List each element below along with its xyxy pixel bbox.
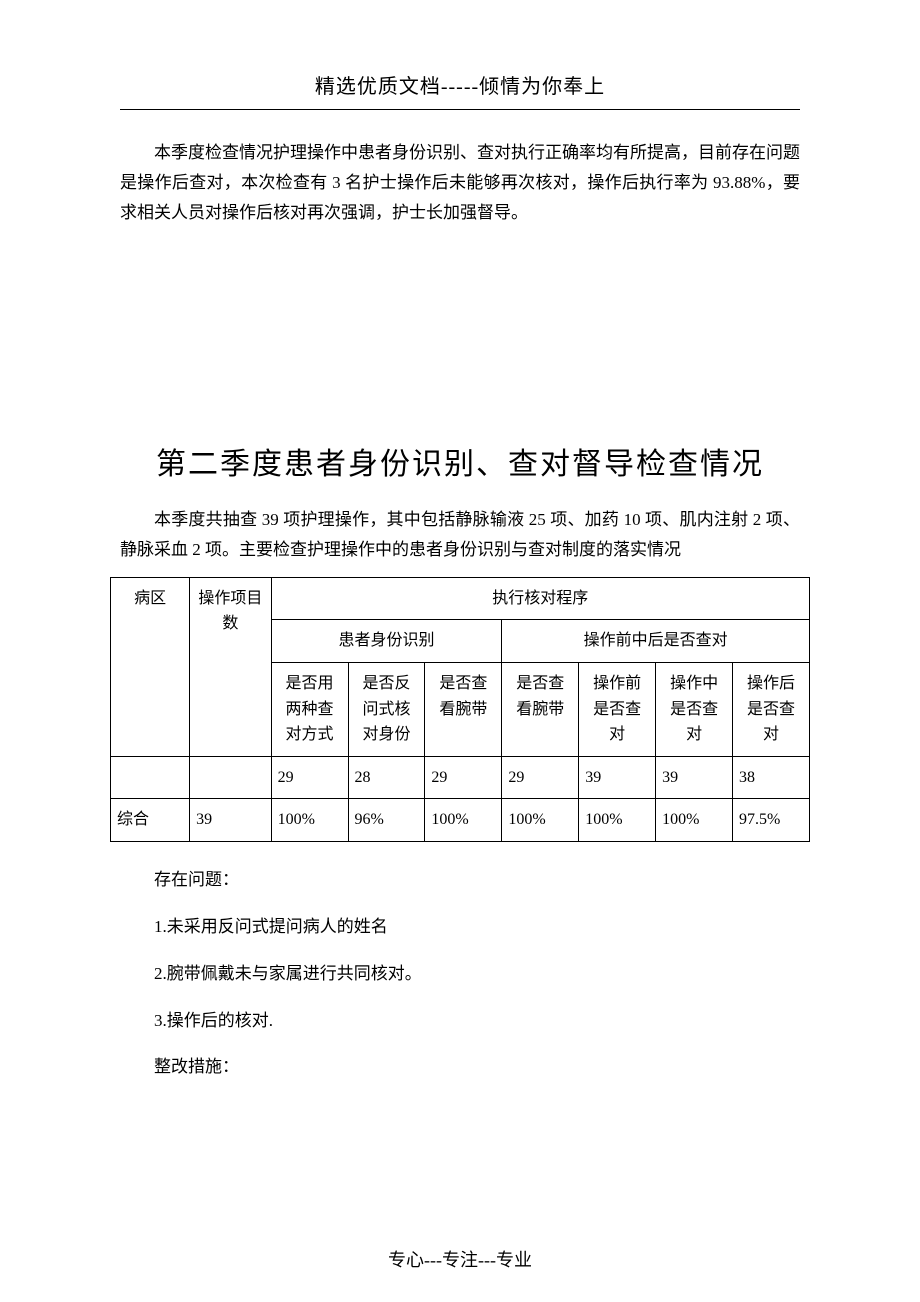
sub-col-3: 是否查看腕带	[425, 662, 502, 756]
sub-col-7: 操作后是否查对	[733, 662, 810, 756]
cell-d5: 39	[579, 756, 656, 799]
table-data-row: 29 28 29 29 39 39 38	[111, 756, 810, 799]
col-procedure: 执行核对程序	[271, 577, 809, 620]
cell-summary-count: 39	[190, 799, 271, 842]
col-check: 操作前中后是否查对	[502, 620, 810, 663]
col-count: 操作项目数	[190, 577, 271, 756]
sub-col-1: 是否用两种查对方式	[271, 662, 348, 756]
col-identity: 患者身份识别	[271, 620, 502, 663]
cell-d7: 38	[733, 756, 810, 799]
cell-s4: 100%	[502, 799, 579, 842]
cell-d3: 29	[425, 756, 502, 799]
spacer	[120, 239, 800, 439]
paragraph-intro-q2: 本季度共抽查 39 项护理操作，其中包括静脉输液 25 项、加药 10 项、肌内…	[120, 505, 800, 565]
problem-3: 3.操作后的核对.	[154, 1007, 800, 1036]
cell-count-blank	[190, 756, 271, 799]
measures-heading: 整改措施：	[154, 1053, 800, 1082]
inspection-table: 病区 操作项目数 执行核对程序 患者身份识别 操作前中后是否查对 是否用两种查对…	[110, 577, 810, 842]
sub-col-2: 是否反问式核对身份	[348, 662, 425, 756]
problem-1: 1.未采用反问式提问病人的姓名	[154, 913, 800, 942]
cell-s2: 96%	[348, 799, 425, 842]
cell-s3: 100%	[425, 799, 502, 842]
sub-col-5: 操作前是否查对	[579, 662, 656, 756]
problems-section: 存在问题： 1.未采用反问式提问病人的姓名 2.腕带佩戴未与家属进行共同核对。 …	[120, 866, 800, 1082]
cell-summary-label: 综合	[111, 799, 190, 842]
table-header-row-1: 病区 操作项目数 执行核对程序	[111, 577, 810, 620]
col-ward: 病区	[111, 577, 190, 756]
cell-d2: 28	[348, 756, 425, 799]
sub-col-4: 是否查看腕带	[502, 662, 579, 756]
cell-s6: 100%	[656, 799, 733, 842]
table-summary-row: 综合 39 100% 96% 100% 100% 100% 100% 97.5%	[111, 799, 810, 842]
page-footer: 专心---专注---专业	[0, 1246, 920, 1272]
paragraph-summary-q1: 本季度检查情况护理操作中患者身份识别、查对执行正确率均有所提高，目前存在问题是操…	[120, 138, 800, 227]
cell-s1: 100%	[271, 799, 348, 842]
problems-heading: 存在问题：	[154, 866, 800, 895]
cell-s7: 97.5%	[733, 799, 810, 842]
cell-d1: 29	[271, 756, 348, 799]
page-header: 精选优质文档-----倾情为你奉上	[120, 70, 800, 110]
cell-ward-blank	[111, 756, 190, 799]
problem-2: 2.腕带佩戴未与家属进行共同核对。	[154, 960, 800, 989]
cell-s5: 100%	[579, 799, 656, 842]
cell-d6: 39	[656, 756, 733, 799]
cell-d4: 29	[502, 756, 579, 799]
sub-col-6: 操作中是否查对	[656, 662, 733, 756]
section-title-q2: 第二季度患者身份识别、查对督导检查情况	[120, 439, 800, 483]
